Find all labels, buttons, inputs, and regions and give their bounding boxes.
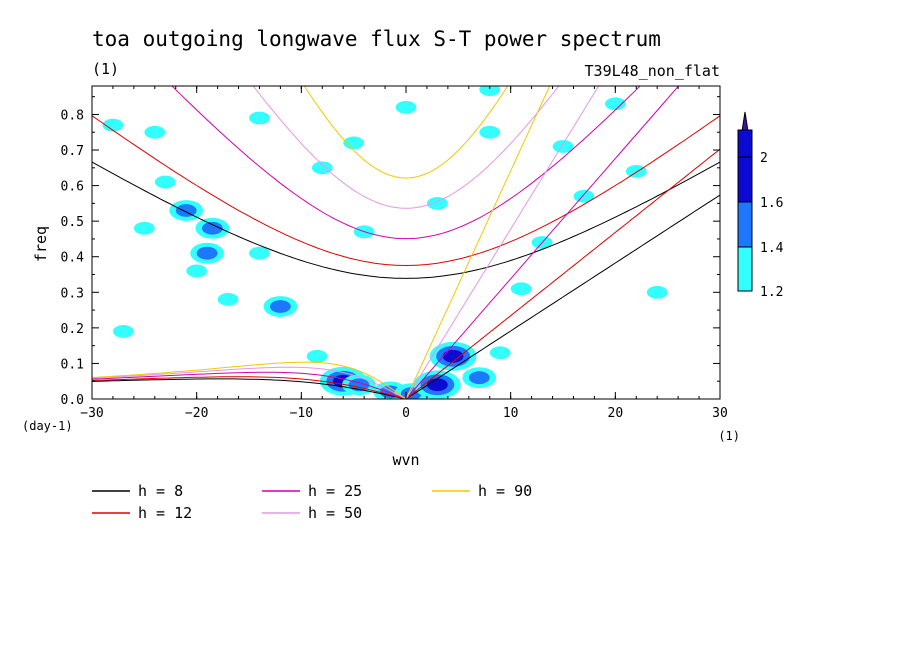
contour-blob bbox=[442, 349, 464, 363]
x-axis: −30 −20 −10 0 10 20 30 bbox=[80, 86, 728, 421]
x-axis-unit: (1) bbox=[718, 429, 740, 443]
contour-blob bbox=[510, 282, 532, 296]
rossby-curve bbox=[92, 371, 407, 399]
contour-blob bbox=[625, 164, 647, 178]
x-tick-label: −30 bbox=[80, 406, 103, 421]
y-tick-label: 0.0 bbox=[61, 393, 84, 408]
contour-blob bbox=[468, 371, 490, 385]
contour-blob bbox=[102, 118, 124, 132]
gravity-curve bbox=[252, 86, 560, 209]
y-tick-label: 0.6 bbox=[61, 180, 84, 195]
y-axis-label: freq bbox=[32, 226, 50, 262]
legend-label: h = 25 bbox=[308, 482, 362, 500]
contour-blob bbox=[196, 246, 218, 260]
colorbar-swatch bbox=[737, 246, 753, 292]
contour-blob bbox=[186, 264, 208, 278]
contour-blob bbox=[144, 125, 166, 139]
contour-blob bbox=[175, 204, 197, 217]
contour-blob bbox=[201, 221, 223, 235]
y-tick-label: 0.3 bbox=[61, 286, 84, 301]
chart-subtitle-left: (1) bbox=[92, 60, 119, 78]
contour-blob bbox=[604, 97, 626, 111]
contour-shading bbox=[102, 86, 668, 399]
contour-blob bbox=[552, 140, 574, 153]
colorbar-label: 1.2 bbox=[760, 285, 783, 300]
gravity-curve bbox=[171, 86, 641, 240]
dispersion-curves bbox=[92, 86, 720, 399]
gravity-curve bbox=[92, 115, 720, 267]
y-tick-label: 0.5 bbox=[61, 215, 84, 230]
contour-blob bbox=[395, 100, 417, 114]
chart-title: toa outgoing longwave flux S-T power spe… bbox=[92, 27, 661, 51]
legend: h = 8 h = 12 h = 25 h = 50 h = 90 bbox=[92, 482, 532, 522]
y-axis: 0.0 0.1 0.2 0.3 0.4 0.5 0.6 0.7 0.8 bbox=[61, 96, 720, 408]
legend-label: h = 12 bbox=[138, 504, 192, 522]
contour-blob bbox=[646, 285, 668, 299]
colorbar-label: 1.6 bbox=[760, 196, 783, 211]
colorbar-label: 1.4 bbox=[760, 241, 784, 256]
x-tick-label: 0 bbox=[402, 406, 410, 421]
rossby-curve bbox=[92, 376, 407, 399]
colorbar-swatch bbox=[737, 156, 753, 203]
contour-blob bbox=[249, 246, 270, 260]
plot-frame bbox=[91, 85, 721, 400]
contour-blob bbox=[133, 221, 155, 235]
x-tick-label: −20 bbox=[185, 406, 208, 421]
contour-blob bbox=[249, 111, 270, 125]
contour-blob bbox=[311, 161, 333, 175]
y-tick-label: 0.1 bbox=[61, 357, 84, 372]
contour-blob bbox=[479, 125, 501, 139]
colorbar-swatch bbox=[737, 129, 753, 158]
y-tick-label: 0.8 bbox=[61, 108, 84, 123]
contour-blob bbox=[113, 325, 134, 338]
legend-label: h = 8 bbox=[138, 482, 183, 500]
y-tick-label: 0.7 bbox=[61, 144, 84, 159]
kelvin-curve bbox=[405, 86, 551, 399]
chart-subtitle-right: T39L48_non_flat bbox=[585, 62, 720, 80]
y-tick-label: 0.4 bbox=[61, 251, 85, 266]
kelvin-curve bbox=[405, 86, 600, 399]
contour-blob bbox=[154, 175, 176, 189]
colorbar-label: 2 bbox=[760, 151, 768, 166]
contour-blob bbox=[217, 293, 239, 306]
rossby-curve bbox=[92, 366, 407, 399]
kelvin-curve bbox=[405, 148, 720, 399]
contour-blob bbox=[270, 300, 291, 313]
rossby-curve bbox=[92, 378, 407, 399]
y-tick-label: 0.2 bbox=[61, 322, 84, 337]
y-axis-unit: (day-1) bbox=[22, 419, 73, 433]
contour-blob bbox=[427, 196, 448, 210]
x-tick-label: 30 bbox=[712, 406, 728, 421]
contour-blob bbox=[489, 346, 511, 360]
colorbar-swatch bbox=[737, 201, 753, 248]
contour-blob bbox=[573, 189, 595, 203]
x-tick-label: 10 bbox=[503, 406, 519, 421]
x-tick-label: 20 bbox=[608, 406, 624, 421]
gravity-curve bbox=[92, 161, 720, 279]
rossby-curve bbox=[92, 361, 407, 399]
kelvin-curve bbox=[405, 86, 680, 399]
contour-blob bbox=[479, 86, 501, 96]
x-tick-label: −10 bbox=[290, 406, 313, 421]
contour-blob bbox=[306, 349, 328, 363]
legend-label: h = 90 bbox=[478, 482, 532, 500]
colorbar: 1.2 1.4 1.6 2 bbox=[737, 111, 784, 300]
x-axis-label: wvn bbox=[392, 451, 419, 469]
contour-blob bbox=[343, 136, 365, 150]
legend-label: h = 50 bbox=[308, 504, 362, 522]
kelvin-curve bbox=[405, 194, 720, 399]
gravity-curve bbox=[303, 86, 509, 179]
